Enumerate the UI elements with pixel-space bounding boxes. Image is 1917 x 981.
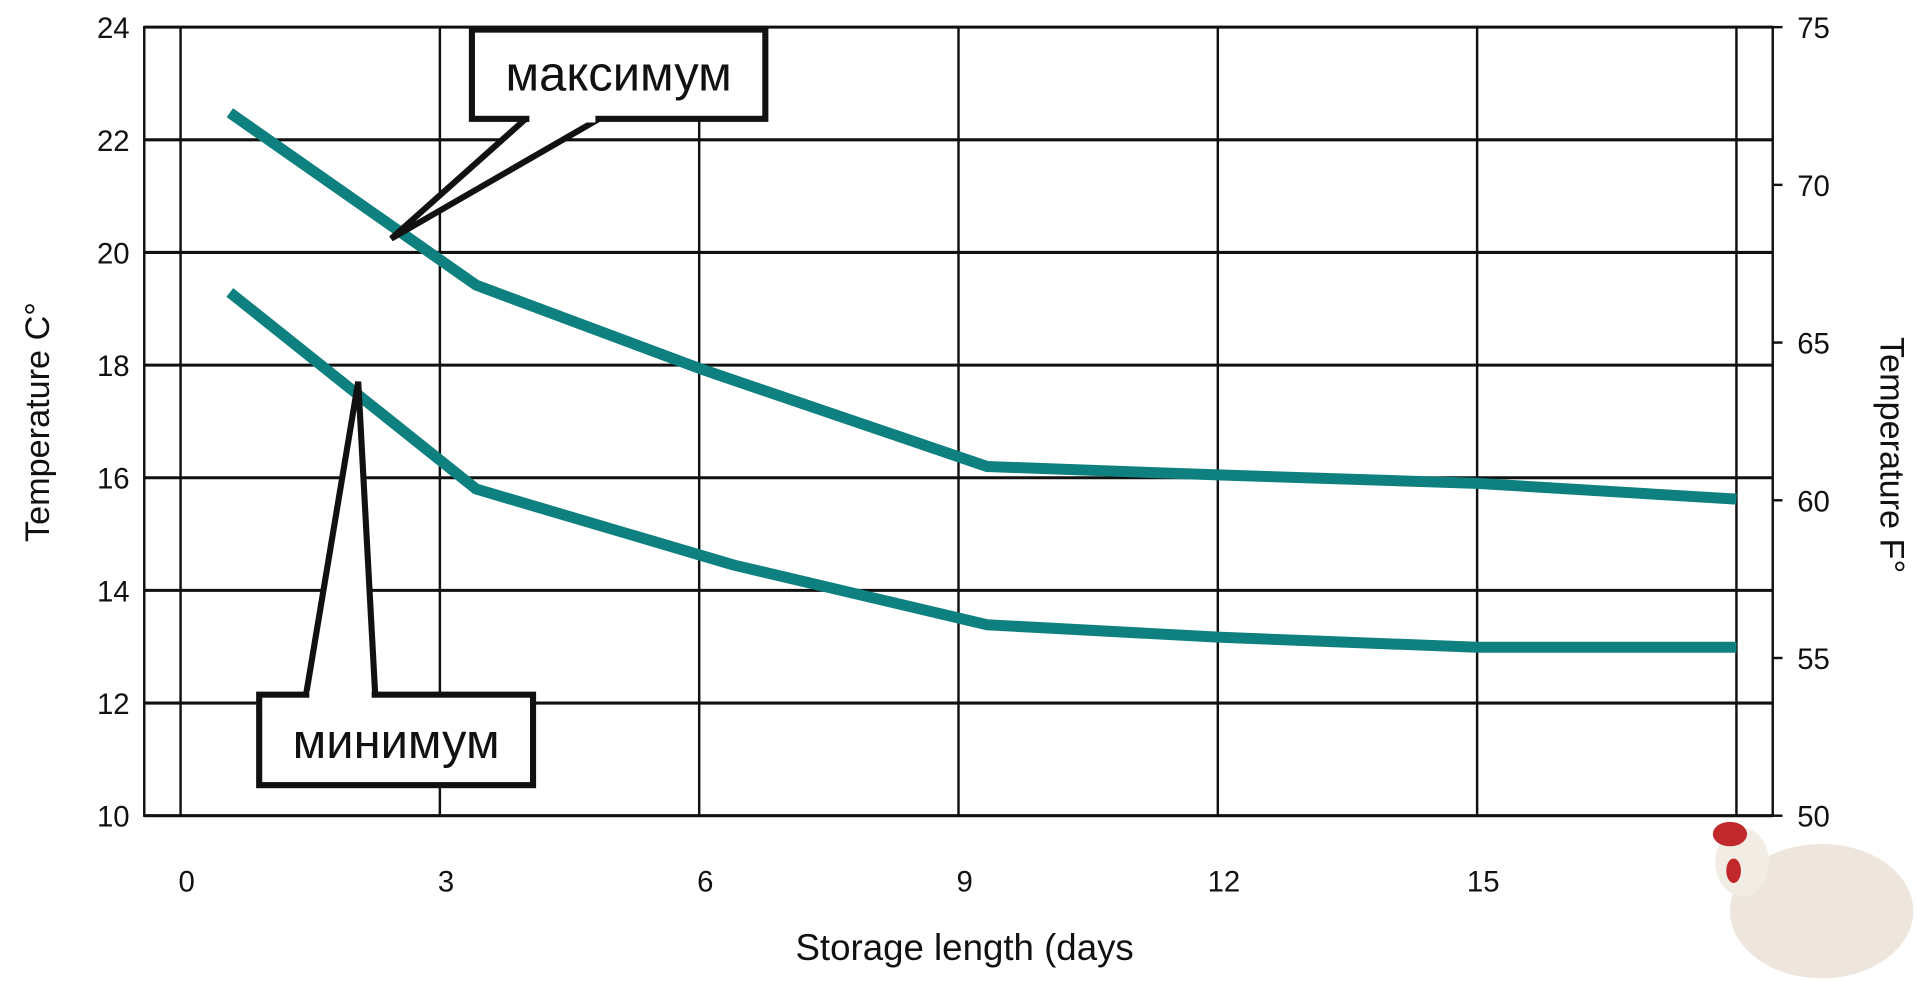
series-line bbox=[226, 288, 1737, 653]
y2-tick-label: 60 bbox=[1797, 485, 1830, 518]
y-tick-label: 24 bbox=[97, 12, 130, 45]
x-tick-label: 6 bbox=[697, 866, 713, 899]
x-tick-label: 15 bbox=[1467, 866, 1500, 899]
y2-tick-label: 65 bbox=[1797, 328, 1830, 361]
callout-label: минимум bbox=[293, 715, 500, 769]
callout-min: минимум bbox=[256, 381, 537, 789]
labels: 10121416182022245055606570750369121518 bbox=[97, 12, 1830, 898]
y-tick-label: 22 bbox=[97, 125, 130, 158]
y-axis-label: Temperature C° bbox=[19, 302, 57, 542]
lines bbox=[226, 108, 1737, 653]
y-tick-label: 12 bbox=[97, 688, 130, 721]
x-tick-label: 3 bbox=[438, 866, 454, 899]
y-tick-label: 18 bbox=[97, 350, 130, 383]
y-tick-label: 14 bbox=[97, 575, 130, 608]
hen-illustration bbox=[1712, 821, 1914, 979]
x-axis-label: Storage length (days bbox=[795, 927, 1133, 968]
series-line bbox=[226, 108, 1737, 505]
x-tick-label: 9 bbox=[956, 866, 972, 899]
y2-tick-label: 75 bbox=[1797, 12, 1830, 45]
y2-tick-label: 55 bbox=[1797, 643, 1830, 676]
y-tick-label: 10 bbox=[97, 801, 130, 834]
y2-tick-label: 50 bbox=[1797, 801, 1830, 834]
callout-label: максимум bbox=[506, 48, 732, 102]
callout-max: максимум bbox=[389, 26, 769, 242]
y-tick-label: 20 bbox=[97, 237, 130, 270]
x-tick-label: 12 bbox=[1208, 866, 1241, 899]
x-tick-label: 0 bbox=[179, 866, 195, 899]
y2-tick-label: 70 bbox=[1797, 170, 1830, 203]
y-tick-label: 16 bbox=[97, 463, 130, 496]
plot-frame bbox=[143, 25, 1774, 817]
y2-axis-label: Temperature F° bbox=[1872, 337, 1910, 573]
